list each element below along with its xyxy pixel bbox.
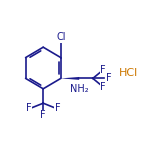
Text: HCl: HCl (119, 68, 138, 78)
Polygon shape (61, 77, 79, 80)
Text: F: F (40, 110, 46, 120)
Text: F: F (100, 65, 106, 75)
Text: NH₂: NH₂ (70, 84, 88, 94)
Text: F: F (106, 73, 111, 83)
Text: F: F (100, 82, 106, 92)
Text: Cl: Cl (56, 32, 66, 42)
Text: F: F (55, 103, 60, 113)
Text: F: F (26, 103, 32, 113)
